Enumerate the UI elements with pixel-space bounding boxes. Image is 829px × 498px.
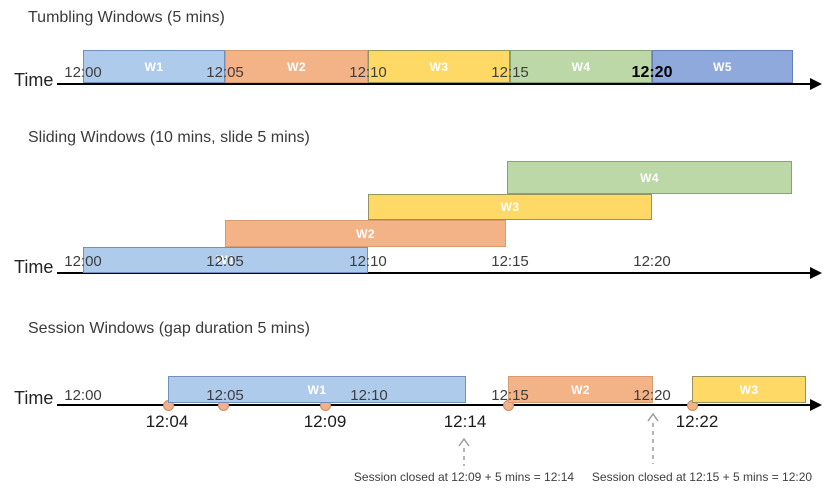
sliding-tick-12-00: 12:00	[64, 253, 102, 270]
session-tick-12-05: 12:05	[206, 387, 244, 404]
session-event-time-12-09: 12:09	[303, 412, 347, 431]
sliding-window-w4: W4	[507, 161, 792, 194]
sliding-timeline-arrowhead-right-icon	[810, 267, 822, 279]
sliding-window-w4-label: W4	[640, 170, 659, 185]
tumbling-window-w3-label: W3	[429, 59, 449, 74]
tumbling-timeline-arrowhead-right-icon	[810, 78, 822, 90]
sliding-time-axis-label: Time	[14, 257, 54, 277]
session-timeline-axis	[57, 404, 810, 406]
sliding-tick-12-20: 12:20	[633, 253, 671, 270]
session-window-w2: W2	[508, 376, 653, 403]
tumbling-window-w2: W2	[225, 50, 368, 83]
tumbling-window-w3: W3	[368, 50, 510, 83]
tumbling-window-w1: W1	[83, 50, 225, 83]
sliding-window-w2-label: W2	[356, 226, 375, 241]
tumbling-window-w2-label: W2	[287, 59, 306, 74]
session-window-w1: W1	[168, 376, 466, 403]
session-window-w3-label: W3	[739, 382, 759, 397]
sliding-window-w1: W1	[83, 247, 368, 273]
session-tick-12-00: 12:00	[64, 387, 102, 404]
session-close-note-2: Session closed at 12:15 + 5 mins = 12:20	[591, 470, 813, 484]
session-dashed-arrow-up-icon	[647, 412, 659, 464]
tumbling-tick-12-05: 12:05	[206, 64, 244, 81]
tumbling-timeline-axis	[57, 83, 810, 85]
sliding-window-w3-label: W3	[500, 200, 520, 214]
session-window-w1-label: W1	[307, 382, 327, 397]
sliding-tick-12-05: 12:05	[206, 253, 244, 270]
session-time-axis-label: Time	[14, 388, 54, 408]
session-event-time-12-04: 12:04	[145, 412, 189, 431]
sliding-window-w2: W2	[225, 220, 506, 247]
session-tick-12-15: 12:15	[491, 387, 529, 404]
tumbling-section-title: Tumbling Windows (5 mins)	[28, 9, 225, 26]
session-dashed-arrow-up-icon	[458, 437, 470, 466]
session-tick-12-10: 12:10	[350, 387, 388, 404]
session-window-w2-label: W2	[571, 382, 590, 397]
session-event-time-12-14: 12:14	[443, 412, 487, 431]
tumbling-time-axis-label: Time	[14, 70, 54, 90]
session-window-w3: W3	[692, 376, 806, 403]
tumbling-window-w4: W4	[510, 50, 652, 83]
tumbling-tick-12-15: 12:15	[491, 64, 529, 81]
tumbling-tick-12-20: 12:20	[631, 64, 673, 81]
tumbling-window-w4-label: W4	[571, 59, 591, 74]
sliding-window-w3: W3	[368, 194, 652, 220]
session-section-title: Session Windows (gap duration 5 mins)	[28, 320, 310, 337]
sliding-section-title: Sliding Windows (10 mins, slide 5 mins)	[28, 129, 310, 146]
session-tick-12-20: 12:20	[633, 387, 671, 404]
session-timeline-arrowhead-right-icon	[810, 399, 822, 411]
tumbling-window-w1-label: W1	[144, 59, 164, 74]
sliding-tick-12-10: 12:10	[349, 253, 387, 270]
tumbling-tick-12-10: 12:10	[349, 64, 387, 81]
tumbling-tick-12-00: 12:00	[64, 64, 102, 81]
sliding-timeline-axis	[57, 272, 810, 274]
tumbling-window-w5: W5	[652, 50, 793, 83]
sliding-tick-12-15: 12:15	[491, 253, 529, 270]
sliding-window-w1-label: W1	[216, 253, 235, 267]
tumbling-window-w5-label: W5	[713, 59, 732, 74]
session-event-time-12-22: 12:22	[675, 412, 719, 431]
session-close-note-1: Session closed at 12:09 + 5 mins = 12:14	[353, 470, 575, 484]
